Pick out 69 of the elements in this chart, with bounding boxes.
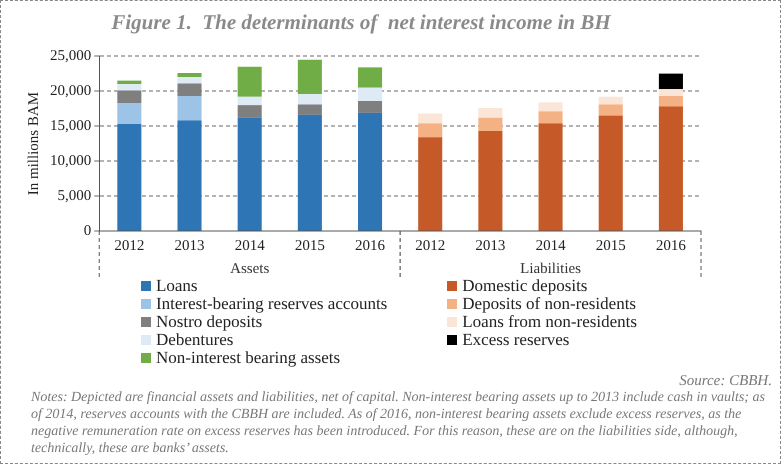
bar bbox=[358, 112, 382, 230]
x-tick-label: 2014 bbox=[234, 238, 266, 254]
source-note: Source: CBBH. bbox=[679, 373, 772, 390]
x-tick-label: 2013 bbox=[475, 238, 506, 254]
bar bbox=[117, 80, 142, 84]
bar bbox=[298, 94, 322, 104]
bar bbox=[658, 74, 683, 90]
bar bbox=[177, 72, 202, 78]
bar bbox=[598, 96, 623, 104]
bar bbox=[538, 111, 563, 124]
bar bbox=[117, 103, 142, 124]
bar bbox=[598, 104, 623, 116]
legend-label: Deposits of non-residents bbox=[462, 294, 636, 314]
y-tick-label: 0 bbox=[84, 222, 92, 239]
text: Liabilities bbox=[520, 261, 582, 277]
bar bbox=[177, 120, 202, 230]
x-tick-label: 2015 bbox=[294, 238, 325, 254]
x-tick-label: 2014 bbox=[536, 238, 566, 254]
x-tick-label: 2016 bbox=[656, 238, 686, 254]
text: Assets bbox=[230, 261, 270, 277]
bar bbox=[418, 123, 442, 138]
legend-label: Interest-bearing reserves accounts bbox=[156, 294, 388, 314]
bar bbox=[238, 105, 262, 118]
bar bbox=[658, 106, 683, 230]
bar bbox=[418, 114, 442, 124]
legend-label: Nostro deposits bbox=[156, 312, 262, 332]
bar bbox=[478, 118, 502, 132]
y-tick-label: 5,000 bbox=[58, 188, 92, 204]
legend-label: Domestic deposits bbox=[462, 276, 588, 296]
bar bbox=[538, 123, 563, 230]
bar bbox=[358, 88, 382, 101]
legend-label: Loans from non-residents bbox=[462, 312, 637, 332]
bar bbox=[298, 114, 322, 230]
x-tick-label: 2015 bbox=[596, 238, 626, 254]
bar bbox=[177, 83, 202, 96]
y-tick-label: 15,000 bbox=[50, 118, 92, 134]
legend-label: Debentures bbox=[156, 330, 234, 350]
y-tick-label: 20,000 bbox=[50, 83, 92, 100]
bar bbox=[298, 104, 322, 115]
bar bbox=[238, 118, 262, 230]
bar bbox=[478, 131, 502, 230]
bar bbox=[358, 67, 382, 88]
y-tick-label: 10,000 bbox=[50, 153, 92, 170]
x-tick-label: 2012 bbox=[415, 238, 446, 254]
y-axis-title: In millions BAM bbox=[26, 92, 42, 196]
x-tick-label: 2016 bbox=[355, 238, 386, 254]
legend-label: Excess reserves bbox=[462, 330, 570, 350]
legend-label: Non-interest bearing assets bbox=[156, 348, 340, 368]
bar bbox=[177, 77, 202, 84]
bar bbox=[478, 108, 502, 118]
bar bbox=[117, 124, 142, 230]
bar bbox=[418, 137, 442, 230]
bar bbox=[238, 66, 262, 97]
bar bbox=[177, 96, 202, 121]
bar bbox=[117, 90, 142, 104]
text: Notes: Depicted are financial assets and liabilities, net of capital. Non-interest bearing assets up to 2013 include cash in vaults; as of 2014, reserves accounts with the CBBH are included. As of 2016, non-interest bearing assets exclude excess reserves, as the negative remuneration rate on excess reserves has been introduced. For this reason, these are on the liabilities side, although, technically, these are banks’ assets. bbox=[31, 389, 766, 457]
bar bbox=[598, 116, 623, 230]
x-tick-label: 2013 bbox=[174, 238, 205, 254]
bar bbox=[658, 89, 683, 96]
chart-title: Figure 1. The determinants of net interest income in BH bbox=[110, 10, 612, 34]
bar bbox=[298, 60, 322, 94]
bar bbox=[358, 100, 382, 113]
y-tick-label: 25,000 bbox=[50, 48, 92, 64]
bar bbox=[238, 96, 262, 106]
bar bbox=[658, 96, 683, 107]
legend-label: Loans bbox=[156, 276, 198, 296]
bar bbox=[538, 102, 563, 112]
x-tick-label: 2012 bbox=[114, 238, 144, 254]
bar bbox=[117, 84, 142, 90]
